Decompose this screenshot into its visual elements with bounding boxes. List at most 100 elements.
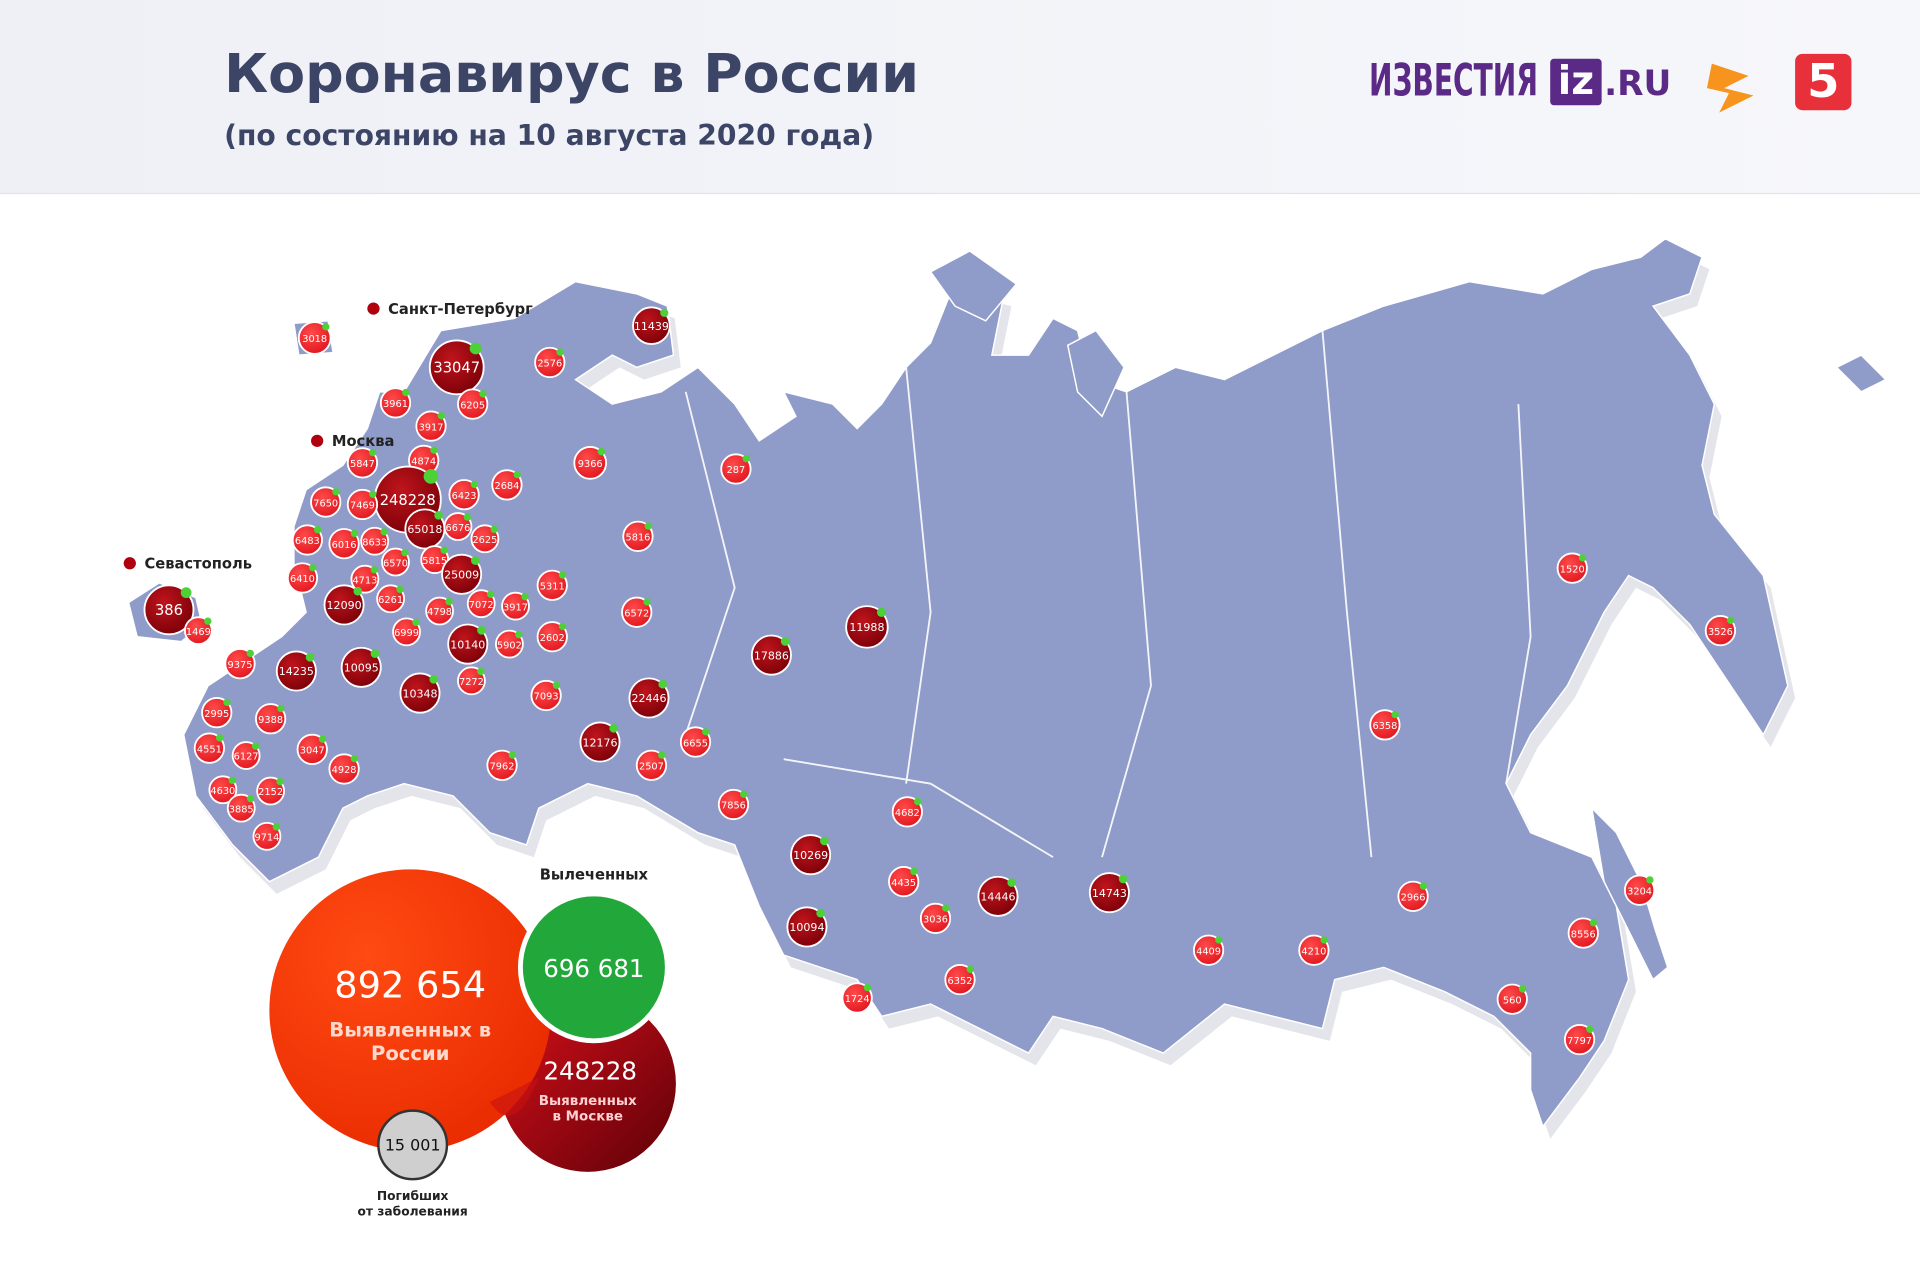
bubble-dot — [322, 323, 330, 331]
city-label: Севастополь — [144, 555, 252, 572]
region-bubble — [1567, 917, 1599, 949]
region-value: 248228 — [380, 492, 436, 509]
region-bubble — [255, 703, 287, 735]
region-value: 6572 — [624, 608, 649, 619]
region-value: 3526 — [1708, 627, 1733, 638]
region-bubble — [495, 629, 524, 659]
bubble-dot — [309, 564, 317, 572]
bubble-dot — [469, 342, 482, 355]
region-bubble — [841, 982, 873, 1014]
region-value: 3047 — [300, 746, 325, 757]
region-value: 1724 — [845, 994, 870, 1005]
region-value: 9375 — [228, 660, 253, 671]
bubble-dot — [609, 724, 619, 733]
region-value: 1469 — [186, 627, 211, 638]
region-bubble — [486, 749, 518, 781]
region-value: 14446 — [980, 891, 1015, 904]
bubble-dot — [820, 836, 829, 846]
region-value: 3018 — [302, 334, 327, 345]
region-value: 4928 — [332, 765, 357, 776]
bubble-dot — [521, 593, 529, 601]
cases-circle — [269, 869, 552, 1152]
bubble-dot — [658, 679, 668, 689]
region-value: 560 — [1503, 995, 1522, 1006]
bubble-dot — [204, 617, 212, 625]
recovered-circle — [517, 891, 670, 1044]
bubble-dot — [660, 308, 669, 317]
bubble-dot — [434, 510, 443, 520]
bubble-dot — [597, 448, 606, 456]
region-bubble — [1496, 983, 1528, 1015]
bubble-dot — [913, 797, 922, 806]
region-value: 12176 — [582, 736, 617, 749]
region-value: 5815 — [422, 556, 447, 567]
region-value: 5902 — [497, 640, 522, 651]
region-value: 7469 — [350, 501, 375, 512]
cases-value: 892 654 — [334, 963, 486, 1006]
region-bubble — [346, 447, 379, 479]
region-bubble — [786, 906, 828, 948]
region-bubble — [296, 733, 328, 766]
blend — [489, 1077, 539, 1116]
region-value: 5847 — [350, 459, 375, 470]
city-label: Москва — [332, 433, 395, 450]
bubble-dot — [380, 528, 388, 536]
region-bubble — [1563, 1023, 1596, 1056]
region-bubble — [891, 796, 923, 828]
bubble-dot — [223, 698, 231, 707]
bubble-dot — [556, 348, 564, 356]
bubble-dot — [1586, 1025, 1594, 1033]
bubble-dot — [558, 622, 567, 631]
region-bubble — [201, 697, 233, 729]
region-bubble — [1192, 934, 1225, 966]
region-bubble — [183, 616, 213, 646]
bubble-dot — [350, 529, 359, 538]
bubble-dot — [1320, 936, 1328, 944]
bubble-dot — [370, 649, 380, 658]
city-dot — [123, 557, 136, 570]
bubble-dot — [350, 755, 359, 763]
region-bubble — [1556, 552, 1588, 584]
deaths-value: 15 001 — [385, 1136, 441, 1155]
bubble-dot — [479, 390, 487, 398]
region-value: 7272 — [459, 677, 484, 688]
bubble-dot — [277, 704, 285, 713]
region-value: 5816 — [626, 533, 651, 544]
bubble-dot — [437, 412, 445, 420]
region-value: 10095 — [344, 662, 379, 675]
bubble-dot — [477, 667, 485, 676]
region-bubble — [360, 526, 390, 556]
region-value: 2507 — [639, 762, 664, 773]
region-bubble — [466, 589, 496, 619]
bubble-dot — [643, 598, 651, 606]
region-bubble — [635, 749, 668, 781]
bubble-dot — [369, 490, 377, 498]
region-bubble — [443, 512, 473, 541]
bubble-dot — [276, 777, 284, 786]
region-bubble — [1623, 874, 1656, 906]
region-bubble — [323, 584, 365, 626]
region-bubble — [919, 902, 952, 934]
region-bubble — [415, 410, 447, 442]
region-value: 7072 — [469, 600, 494, 611]
region-value: 8556 — [1571, 929, 1596, 940]
region-bubble — [346, 488, 379, 521]
region-value: 4798 — [427, 607, 452, 618]
logo-ru: .RU — [1604, 64, 1671, 104]
region-value: 4551 — [197, 744, 222, 755]
region-value: 12090 — [327, 599, 362, 612]
deaths-circle — [377, 1109, 449, 1181]
region-bubble — [717, 788, 750, 821]
bubble-dot — [1518, 985, 1527, 993]
region-value: 9366 — [578, 459, 603, 470]
region-value: 6483 — [295, 536, 320, 547]
city-label: Санкт-Петербург — [388, 301, 533, 318]
region-bubble — [501, 591, 530, 621]
region-value: 6358 — [1372, 721, 1397, 732]
region-value: 10269 — [793, 849, 828, 862]
region-value: 6127 — [234, 752, 259, 763]
region-bubble — [379, 387, 412, 419]
region-bubble — [944, 963, 976, 996]
